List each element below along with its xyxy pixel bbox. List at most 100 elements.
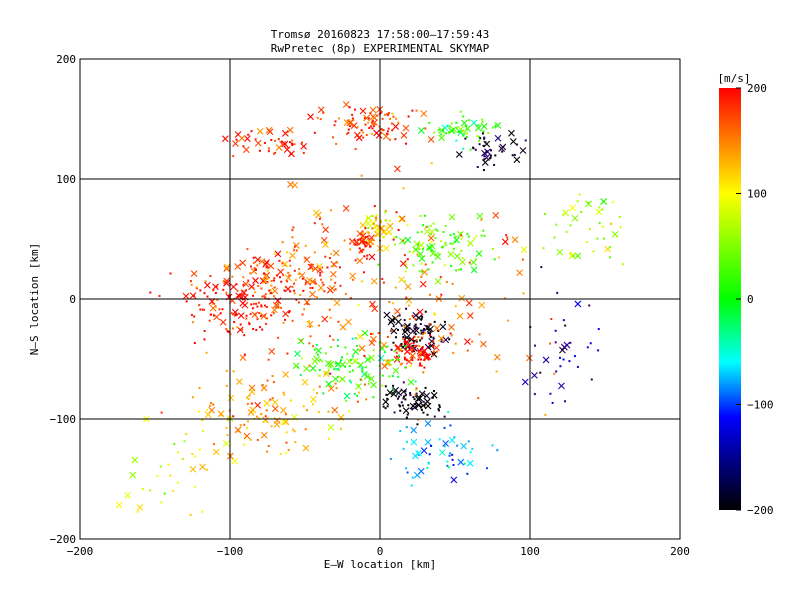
data-point — [367, 382, 370, 385]
data-point-cross — [242, 146, 250, 154]
data-point — [386, 405, 389, 408]
data-point — [493, 163, 496, 166]
data-point — [317, 411, 320, 414]
data-point-cross — [370, 381, 377, 389]
data-point — [513, 153, 516, 156]
data-point — [490, 149, 493, 152]
data-point — [242, 145, 245, 148]
data-point — [185, 300, 188, 303]
data-point-cross — [390, 327, 398, 335]
data-point — [486, 467, 489, 470]
data-point-cross — [574, 252, 582, 260]
data-point — [327, 410, 330, 413]
data-point — [559, 356, 562, 359]
data-point — [316, 116, 319, 119]
data-point — [405, 263, 408, 266]
data-point — [385, 393, 388, 396]
data-point — [230, 312, 233, 315]
data-point — [349, 381, 352, 384]
data-point — [380, 128, 383, 131]
data-point — [392, 115, 395, 118]
data-point — [324, 255, 327, 258]
data-point — [438, 404, 441, 407]
data-point — [478, 333, 481, 336]
data-point-cross — [328, 285, 336, 292]
data-point — [442, 129, 445, 132]
data-point-cross — [311, 357, 319, 365]
data-point — [258, 311, 261, 314]
data-point — [267, 150, 270, 153]
data-point-cross — [433, 324, 441, 332]
data-point-cross — [400, 388, 408, 396]
data-point — [469, 451, 472, 454]
data-point — [363, 255, 366, 258]
data-point-cross — [417, 467, 425, 475]
data-point — [193, 315, 196, 318]
data-point-cross — [307, 263, 315, 271]
data-point — [403, 280, 406, 283]
data-point — [274, 151, 277, 154]
data-point — [374, 216, 377, 219]
data-point — [449, 234, 452, 237]
data-point — [602, 225, 605, 228]
data-point — [136, 510, 139, 513]
data-point — [474, 148, 477, 151]
data-point-cross — [448, 436, 456, 444]
data-point — [442, 231, 445, 234]
data-point — [293, 282, 296, 285]
data-point — [336, 344, 339, 347]
data-point — [219, 312, 222, 315]
data-point — [237, 430, 240, 433]
data-point-cross — [355, 383, 362, 390]
data-point — [293, 245, 296, 248]
data-point — [336, 261, 339, 264]
data-point — [356, 126, 359, 129]
data-point — [549, 392, 552, 395]
data-point — [420, 230, 423, 233]
data-point — [437, 408, 440, 411]
data-point — [176, 481, 179, 484]
data-point — [222, 280, 225, 283]
data-point-cross — [337, 414, 345, 421]
data-point — [497, 256, 500, 259]
data-point-cross — [285, 274, 292, 282]
data-point — [395, 351, 398, 354]
data-point — [367, 238, 370, 241]
data-point — [416, 253, 419, 256]
data-point — [306, 302, 309, 305]
data-point — [419, 351, 422, 354]
x-tick-label: 100 — [520, 545, 540, 558]
data-point — [260, 304, 263, 307]
data-point — [282, 391, 285, 394]
data-point — [413, 403, 416, 406]
data-point — [335, 142, 338, 145]
data-point — [440, 340, 443, 343]
data-point — [243, 443, 246, 446]
data-point — [319, 274, 322, 277]
data-point-cross — [258, 257, 266, 265]
data-point — [386, 345, 389, 348]
data-point — [400, 348, 403, 351]
data-point — [378, 227, 381, 230]
data-point — [411, 359, 414, 362]
data-point — [570, 253, 573, 256]
data-point — [285, 431, 288, 434]
data-point — [158, 295, 161, 298]
data-point-cross — [320, 236, 328, 244]
data-point — [289, 399, 292, 402]
data-point-cross — [238, 134, 246, 142]
data-point-cross — [574, 300, 582, 308]
data-point-cross — [358, 238, 366, 245]
data-point — [286, 352, 289, 355]
data-point — [273, 295, 276, 298]
data-point — [563, 400, 566, 403]
data-point — [404, 337, 407, 340]
data-point — [167, 463, 170, 466]
data-point — [448, 130, 451, 133]
data-point — [422, 333, 425, 336]
data-point-cross — [221, 135, 229, 143]
data-point — [360, 280, 363, 283]
y-tick-label: 0 — [69, 293, 76, 306]
data-point — [424, 310, 427, 313]
data-point — [412, 342, 415, 345]
